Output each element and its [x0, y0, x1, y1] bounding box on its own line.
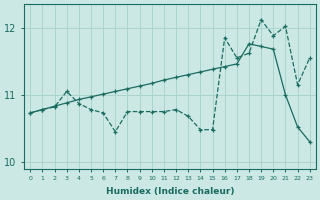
X-axis label: Humidex (Indice chaleur): Humidex (Indice chaleur)	[106, 187, 234, 196]
